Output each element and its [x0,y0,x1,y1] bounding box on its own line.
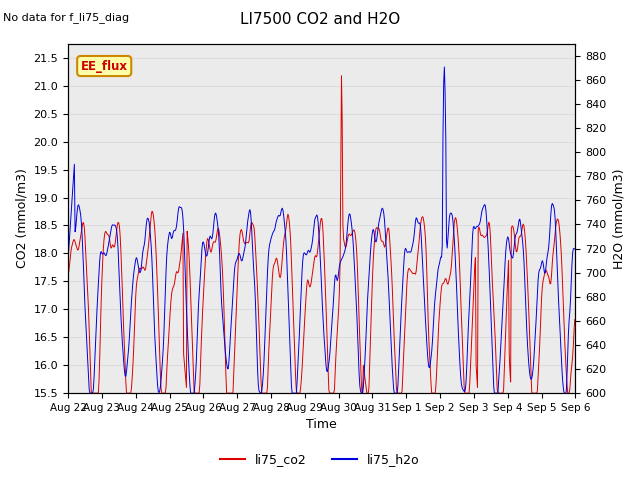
Text: No data for f_li75_diag: No data for f_li75_diag [3,12,129,23]
Text: EE_flux: EE_flux [81,60,128,72]
Text: LI7500 CO2 and H2O: LI7500 CO2 and H2O [240,12,400,27]
X-axis label: Time: Time [307,419,337,432]
Y-axis label: H2O (mmol/m3): H2O (mmol/m3) [612,168,625,269]
Y-axis label: CO2 (mmol/m3): CO2 (mmol/m3) [15,168,28,268]
Legend: li75_co2, li75_h2o: li75_co2, li75_h2o [215,448,425,471]
